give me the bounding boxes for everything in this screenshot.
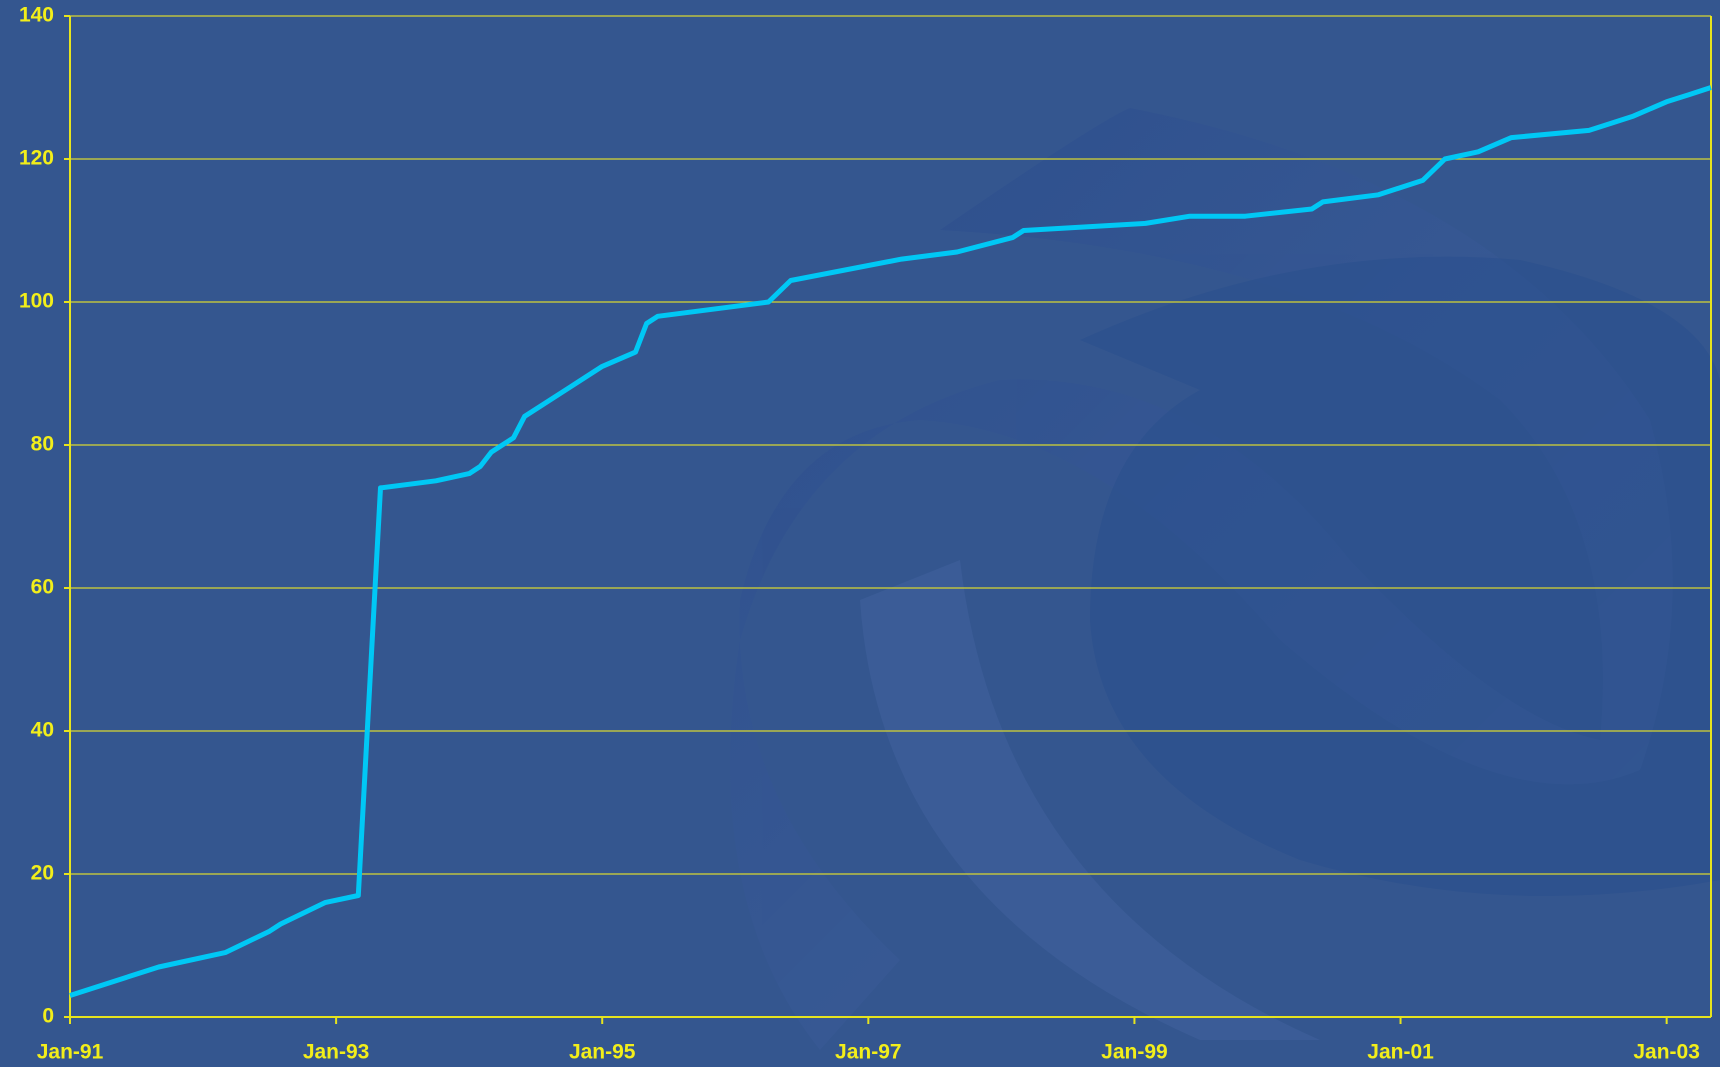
y-tick-label: 40 (31, 719, 54, 742)
x-tick-label: Jan-91 (37, 1041, 104, 1064)
chart: 0 20 40 60 80 100 120 140 Jan-91 Jan-93 Jan-95 Jan-… (0, 0, 1720, 1067)
y-tick-label: 60 (31, 576, 54, 599)
x-tick-label: Jan-99 (1101, 1041, 1168, 1064)
y-tick-label: 100 (19, 290, 54, 313)
x-tick-label: Jan-01 (1367, 1041, 1434, 1064)
y-tick-label: 140 (19, 4, 54, 27)
y-tick-label: 80 (31, 433, 54, 456)
x-tick-label: Jan-95 (569, 1041, 636, 1064)
x-tick-label: Jan-93 (303, 1041, 370, 1064)
x-tick-label: Jan-03 (1633, 1041, 1700, 1064)
y-tick-label: 0 (42, 1005, 54, 1028)
y-tick-label: 120 (19, 147, 54, 170)
y-tick-label: 20 (31, 862, 54, 885)
page: {"chart_data": {"type": "line", "x": ["J… (0, 0, 1720, 1067)
x-tick-label: Jan-97 (835, 1041, 902, 1064)
